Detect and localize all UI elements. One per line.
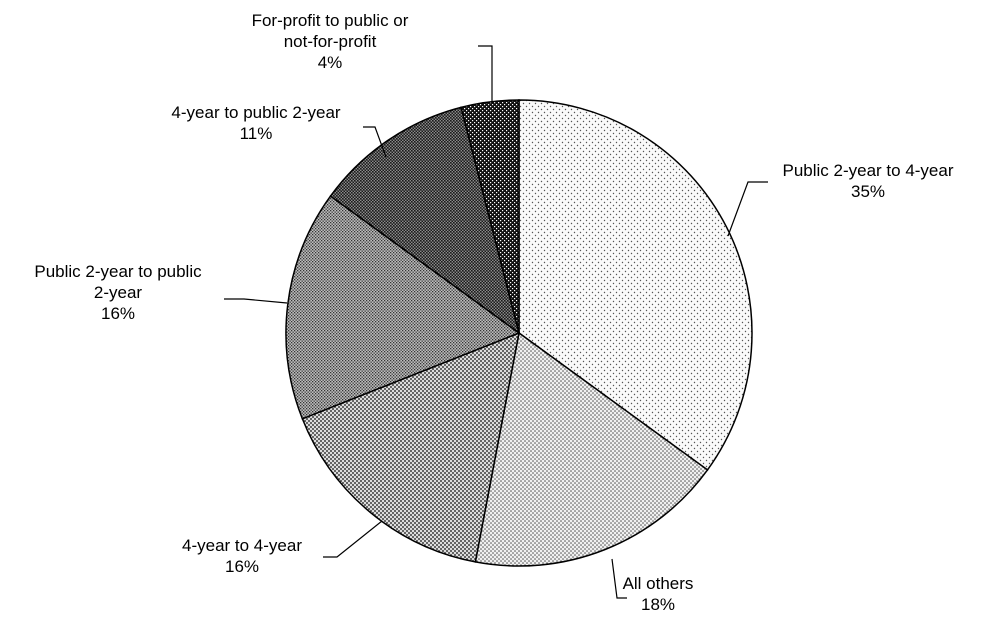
pie-slice (460, 99, 520, 334)
pie-slice (518, 99, 753, 471)
leader-line (727, 181, 768, 237)
slice-value-label: 18% (641, 595, 675, 614)
pie-slice (285, 195, 521, 420)
slice-label-text: Public 2-year to public (34, 262, 202, 281)
leader-line (323, 520, 383, 558)
slice-value-label: 16% (225, 557, 259, 576)
pie-slice (329, 106, 521, 335)
slice-label: 4-year to 4-year 16% (182, 536, 302, 576)
leader-line (611, 558, 627, 599)
slice-value-label: 11% (240, 124, 273, 143)
slice-label: All others 18% (623, 574, 694, 614)
leader-line (478, 45, 493, 103)
slice-label: 4-year to public 2-year 11% (171, 103, 340, 143)
slice-label: Public 2-year to 4-year 35% (782, 161, 953, 201)
slice-label-text: not-for-profit (284, 32, 377, 51)
slice-label: Public 2-year to public 2-year 16% (34, 262, 202, 323)
pie-slice (301, 331, 520, 563)
slice-value-label: 4% (318, 53, 343, 72)
slice-label-text: 4-year to public 2-year (171, 103, 340, 122)
pie-slices (285, 99, 753, 567)
slice-label-text: Public 2-year to 4-year (782, 161, 953, 180)
slice-value-label: 35% (851, 182, 885, 201)
slice-label-text: All others (623, 574, 694, 593)
pie-slice (474, 331, 709, 567)
slice-label-text: For-profit to public or (252, 11, 409, 30)
leader-line (224, 298, 288, 304)
slice-value-label: 16% (101, 304, 135, 323)
leader-lines (224, 45, 768, 599)
slice-label: For-profit to public or not-for-profit 4% (252, 11, 409, 72)
slice-labels: Public 2-year to 4-year 35% All others 18% 4… (34, 11, 953, 614)
slice-label-text: 2-year (94, 283, 143, 302)
slice-label-text: 4-year to 4-year (182, 536, 302, 555)
leader-line (363, 126, 387, 158)
